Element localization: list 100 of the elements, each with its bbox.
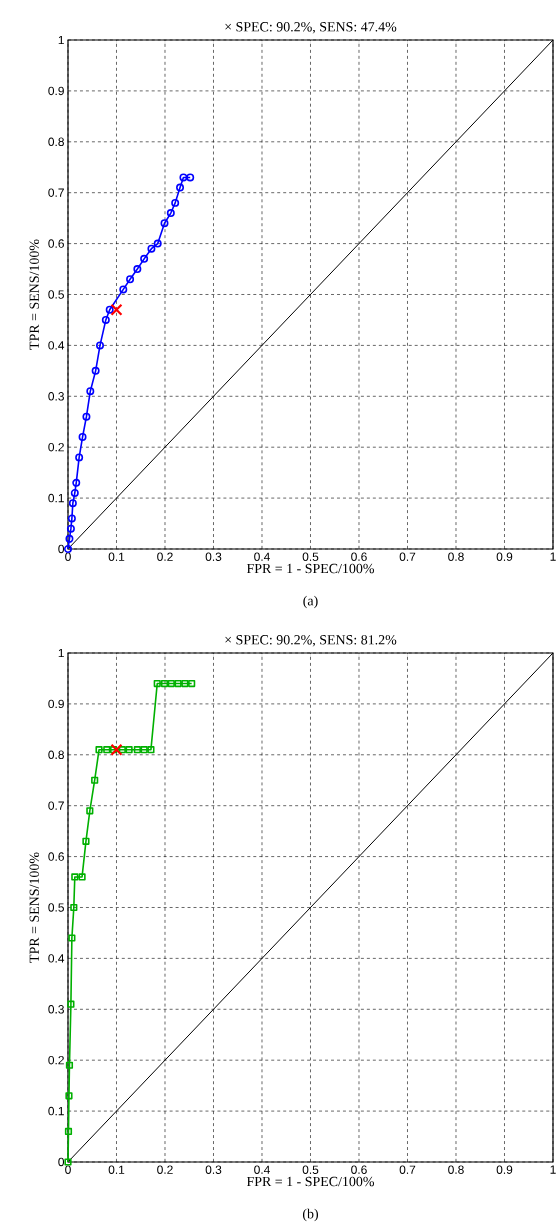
x-tick-label: 1 [550,552,556,561]
y-tick-label: 0.4 [48,954,65,963]
point [147,746,155,754]
y-tick-label: 0.2 [48,442,65,452]
point [110,743,123,756]
y-tick-label: 0.1 [48,1106,65,1116]
y-tick-label: 0.4 [48,341,65,350]
point [102,315,111,324]
x-tick-label: 0.4 [254,552,271,561]
point [69,499,78,508]
y-tick-label: 0.3 [48,392,65,401]
point [70,903,78,912]
point [66,1061,74,1069]
chart-title: × SPEC: 90.2%, SENS: 47.4% [225,22,397,34]
x-tick-label: 0.1 [108,552,125,561]
point [71,873,79,881]
point [161,679,169,688]
y-tick-label: 0.6 [48,239,65,248]
point [179,173,188,182]
point [75,453,84,462]
x-tick-label: 0.3 [205,1165,222,1174]
x-tick-label: 0.6 [351,552,367,561]
point [65,1127,73,1136]
point [110,303,123,316]
point [91,776,99,784]
text: (b) [303,1208,319,1222]
x-tick-label: 1 [550,1165,556,1174]
point [70,489,79,498]
point [86,807,94,815]
point [65,1092,73,1100]
point [78,873,86,881]
point [167,679,176,688]
point [118,746,127,754]
y-tick-label: 0.6 [48,852,65,861]
point [82,837,90,845]
x-tick-label: 0.3 [205,552,222,561]
y-tick-label: 1 [58,648,65,658]
x-tick-label: 0.5 [302,1165,319,1174]
point [133,746,142,754]
point [181,679,189,688]
y-tick-label: 0.7 [48,188,65,197]
y-tick-label: 0.2 [48,1055,65,1065]
x-axis-title: FPR = 1 - SPEC/100% [247,563,375,574]
x-tick-label: 0.7 [399,1165,416,1174]
point [65,534,74,543]
text: (a) [303,595,318,609]
x-tick-label: 0.1 [108,1165,125,1174]
point [176,183,185,192]
point [119,285,128,294]
y-tick-label: 0.9 [48,699,65,709]
point [86,387,95,396]
x-axis-title: FPR = 1 - SPEC/100% [247,1176,375,1187]
y-tick-label: 0.9 [48,86,65,96]
y-axis-title: TPR = SENS/100% [29,852,40,963]
point [133,265,142,274]
point [140,254,149,263]
y-tick-label: 0 [58,544,65,554]
point [105,305,114,314]
point [82,412,91,421]
point [147,244,156,253]
point [171,198,180,207]
point [72,478,81,487]
x-tick-label: 0.9 [496,1165,513,1174]
y-tick-label: 0.5 [48,290,65,299]
point [103,746,111,754]
y-axis-title: TPR = SENS/100% [29,239,40,350]
x-tick-label: 0.2 [157,552,173,561]
point [67,524,76,533]
point [110,746,118,754]
point [174,679,182,688]
y-tick-label: 0.8 [48,750,65,760]
y-tick-label: 0.1 [48,493,65,503]
x-tick-label: 0.5 [302,552,319,561]
x-tick-label: 0 [65,552,72,561]
x-tick-label: 0.8 [448,1165,464,1174]
point [96,341,105,350]
point [167,209,176,218]
point [153,679,162,688]
point [153,239,162,248]
x-tick-label: 0.7 [399,552,416,561]
x-tick-label: 0.6 [351,1165,367,1174]
point [68,514,77,523]
y-tick-label: 0.8 [48,137,65,147]
x-tick-label: 0.9 [496,552,513,561]
x-tick-label: 0.2 [157,1165,173,1174]
y-tick-label: 0.7 [48,801,65,810]
point [68,934,76,942]
point [160,219,169,228]
y-tick-label: 1 [58,35,65,45]
point [140,746,148,754]
point [125,746,133,754]
point [126,275,135,284]
y-tick-label: 0.3 [48,1005,65,1014]
point [188,679,196,688]
chart-title: × SPEC: 90.2%, SENS: 81.2% [225,635,397,647]
point [91,366,100,375]
x-tick-label: 0 [65,1165,72,1174]
point [78,433,87,442]
point [67,1000,75,1008]
x-tick-label: 0.4 [254,1165,271,1174]
